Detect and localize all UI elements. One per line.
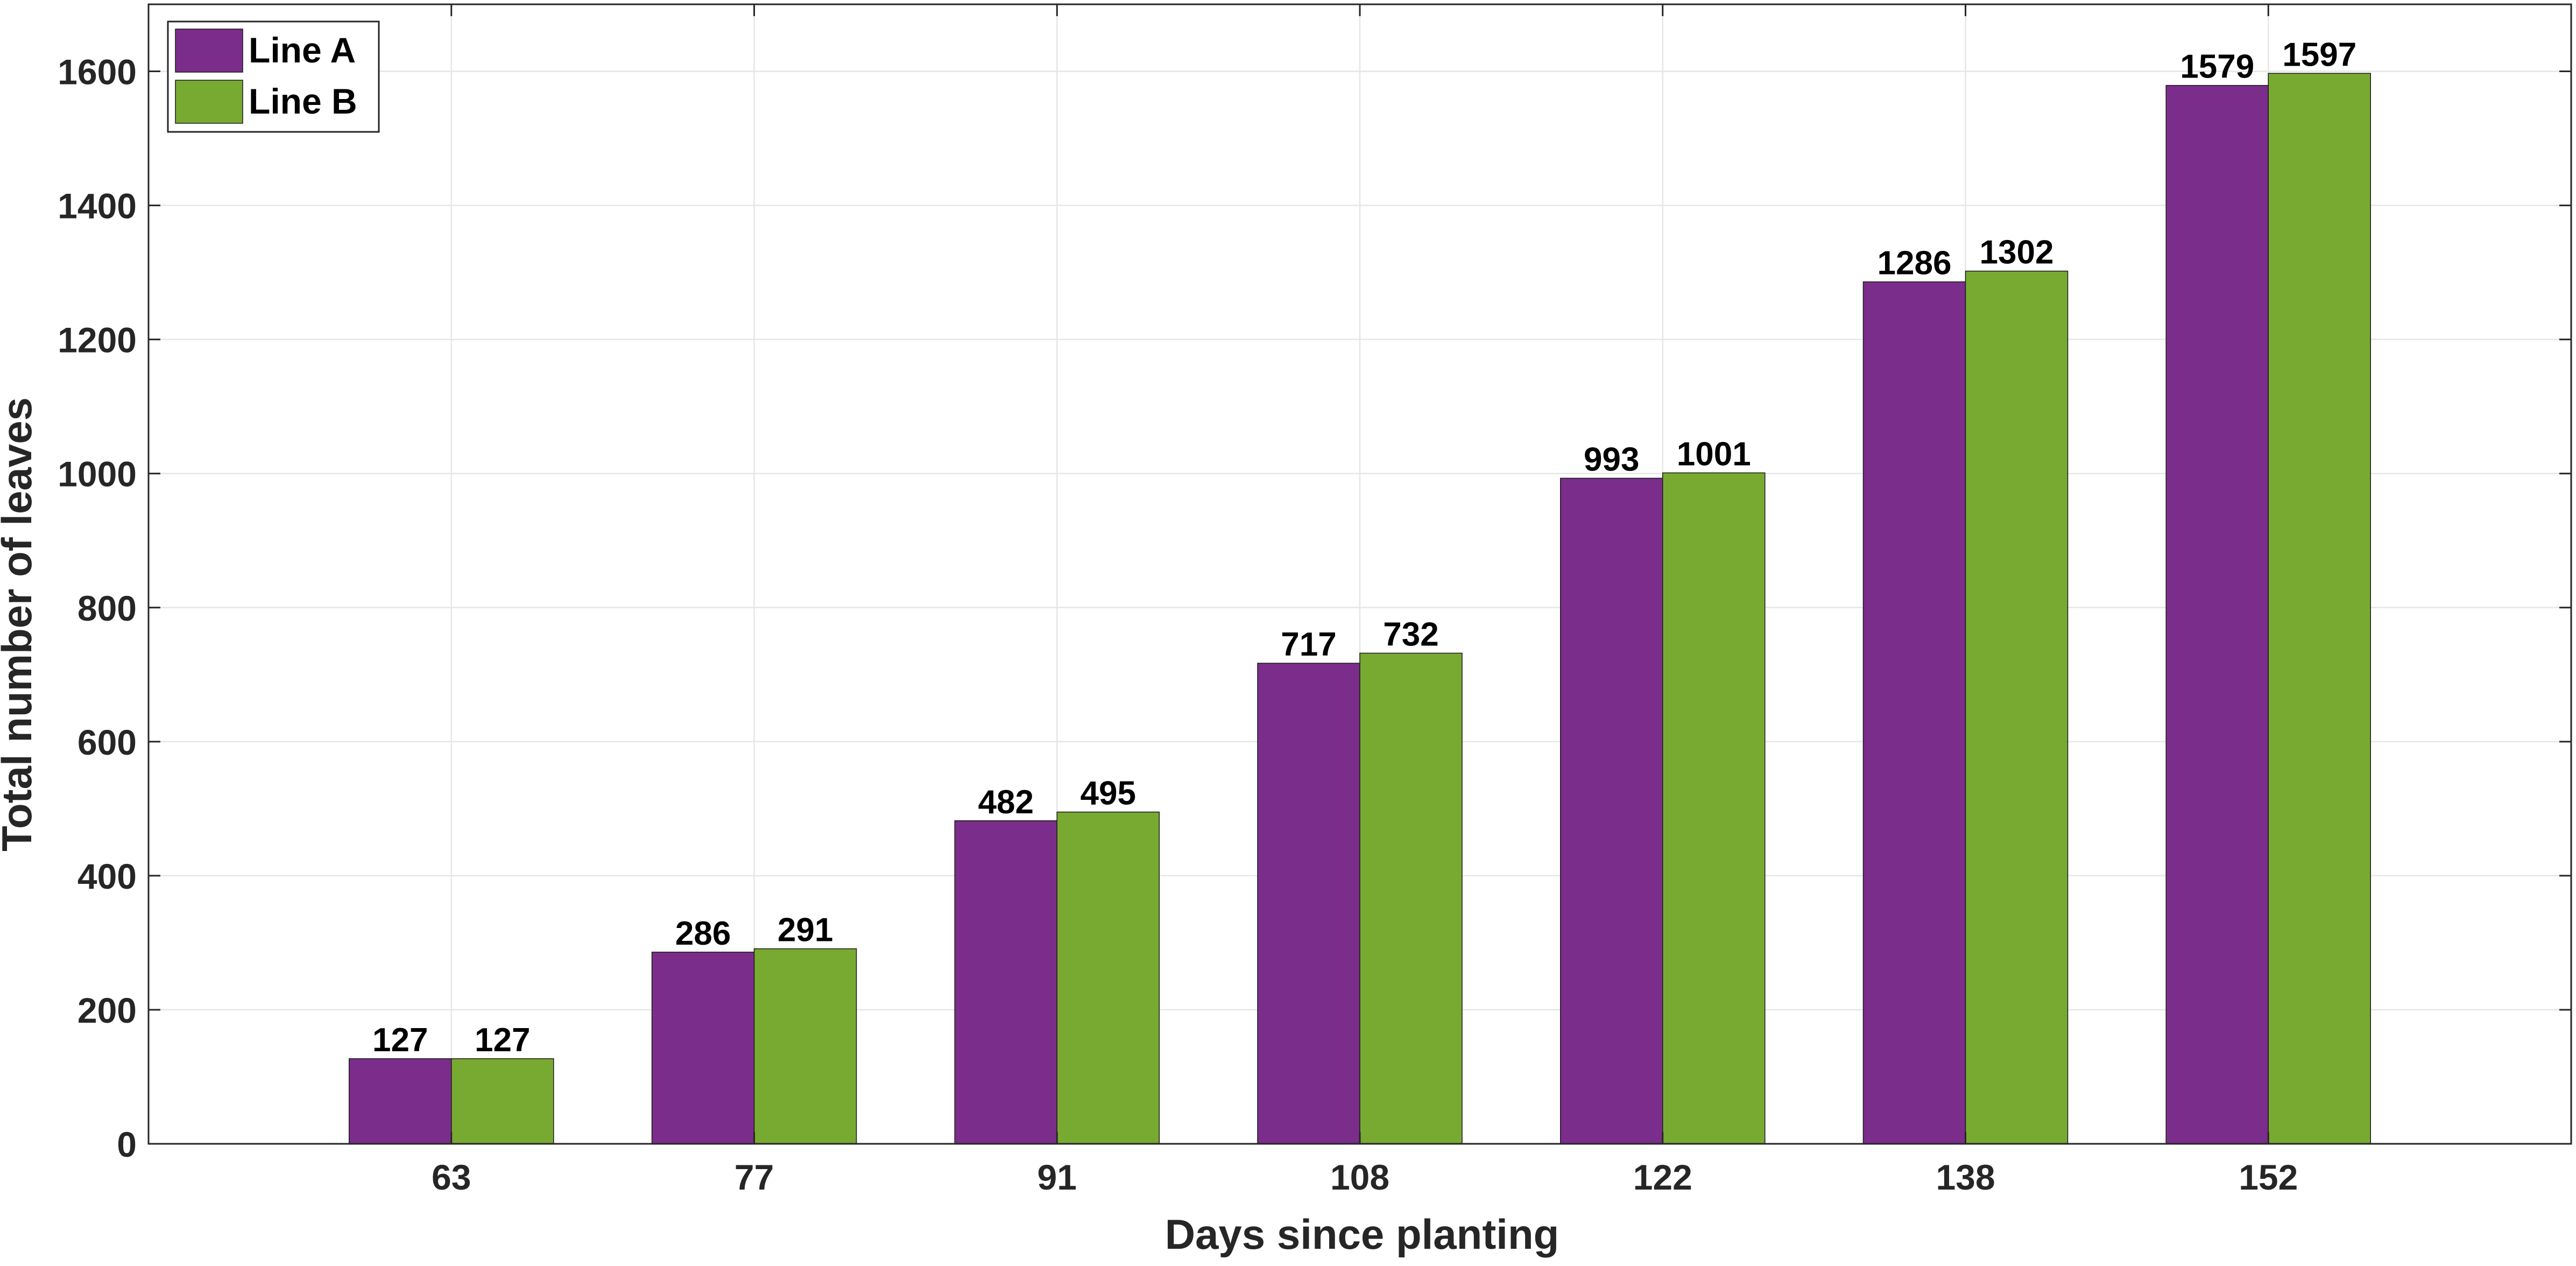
bar <box>651 952 755 1144</box>
bar <box>1359 652 1463 1144</box>
bar <box>1560 477 1663 1144</box>
y-tick-label: 200 <box>77 990 137 1030</box>
data-label: 1286 <box>1878 245 1952 282</box>
bar <box>2268 73 2371 1144</box>
bar <box>451 1058 554 1144</box>
data-label: 732 <box>1383 616 1438 653</box>
data-label: 1597 <box>2282 36 2356 73</box>
bar <box>2165 85 2269 1144</box>
data-label: 482 <box>978 784 1034 821</box>
x-tick-label: 77 <box>735 1157 774 1197</box>
bar <box>1257 663 1360 1144</box>
bar <box>1862 281 1966 1144</box>
bar <box>1965 270 2069 1144</box>
legend-swatch <box>175 29 243 73</box>
bars <box>349 73 2371 1144</box>
y-tick-label: 1600 <box>58 52 137 92</box>
data-label: 1001 <box>1677 435 1751 473</box>
x-tick-label: 122 <box>1633 1157 1692 1197</box>
data-label: 495 <box>1081 775 1136 812</box>
y-tick-label: 1200 <box>58 320 137 360</box>
x-tick-label: 138 <box>1936 1157 1995 1197</box>
data-label: 127 <box>372 1022 428 1059</box>
y-axis-ticks: 0 200 400 600 800 1000 1200 1400 1600 <box>58 52 2571 1164</box>
x-tick-label: 152 <box>2239 1157 2298 1197</box>
data-label: 127 <box>475 1022 530 1059</box>
y-tick-label: 1000 <box>58 454 137 494</box>
legend-label: Line B <box>249 81 357 121</box>
data-label: 993 <box>1584 441 1639 478</box>
bar <box>1662 472 1766 1144</box>
legend: Line A Line B <box>167 20 380 133</box>
data-label: 291 <box>778 912 833 949</box>
x-tick-label: 63 <box>432 1157 471 1197</box>
y-tick-label: 1400 <box>58 186 137 226</box>
x-axis-title: Days since planting <box>1165 1211 1559 1258</box>
data-label: 286 <box>675 915 731 952</box>
data-label: 717 <box>1281 626 1336 663</box>
data-label: 1579 <box>2180 48 2254 86</box>
y-tick-label: 800 <box>77 588 137 628</box>
legend-swatch <box>175 80 243 124</box>
x-axis-ticks: 63 77 91 108 122 138 152 <box>432 4 2298 1197</box>
bar <box>954 820 1057 1144</box>
y-tick-label: 0 <box>117 1124 137 1164</box>
data-label: 1302 <box>1980 234 2054 271</box>
data-labels: 127 286 482 717 993 1286 1579 127 291 495 732 1001 1… <box>372 36 2356 1059</box>
y-tick-label: 600 <box>77 722 137 762</box>
bar <box>753 948 857 1144</box>
bar <box>349 1058 452 1144</box>
x-tick-label: 108 <box>1330 1157 1389 1197</box>
bar <box>1056 811 1160 1144</box>
y-axis-title: Total number of leaves <box>0 397 40 852</box>
x-tick-label: 91 <box>1038 1157 1077 1197</box>
y-tick-label: 400 <box>77 856 137 896</box>
legend-label: Line A <box>249 30 356 70</box>
